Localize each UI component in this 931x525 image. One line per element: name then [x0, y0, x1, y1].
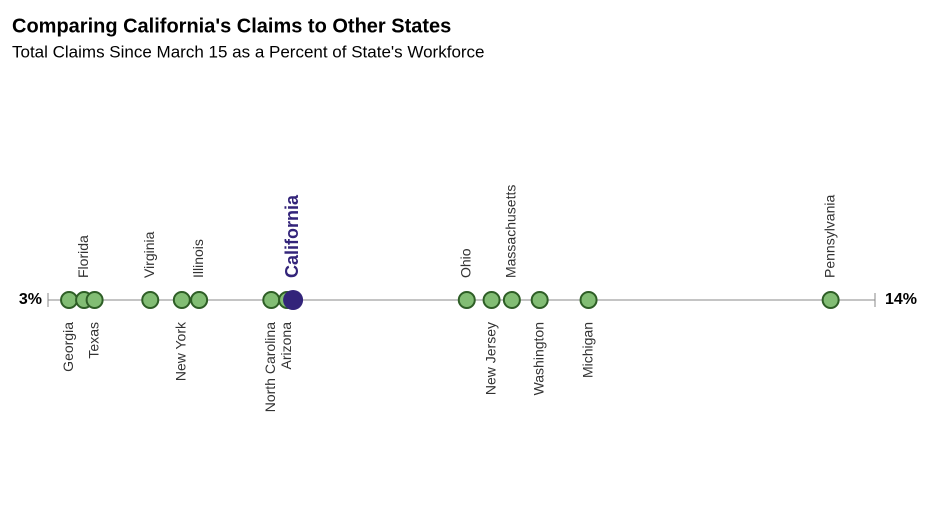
category-label: New Jersey: [482, 322, 498, 395]
chart-subtitle: Total Claims Since March 15 as a Percent…: [12, 42, 485, 61]
category-label: Ohio: [457, 248, 473, 278]
category-label: Georgia: [60, 322, 76, 372]
dot: [482, 291, 501, 309]
dot: [190, 291, 209, 309]
dot: [530, 291, 549, 309]
dot: [172, 291, 191, 309]
chart-title: Comparing California's Claims to Other S…: [12, 15, 451, 37]
category-label: Arizona: [278, 322, 294, 370]
category-label: Michigan: [579, 322, 595, 378]
category-label: Virginia: [141, 231, 157, 278]
category-label: Florida: [75, 235, 91, 278]
dot: [457, 291, 476, 309]
x-tick-label: 14%: [885, 291, 917, 308]
dot: [821, 291, 840, 309]
category-label: Pennsylvania: [821, 195, 837, 278]
category-label: Washington: [530, 322, 546, 395]
dot: [85, 291, 104, 309]
category-label: New York: [173, 321, 189, 381]
category-label: Massachusetts: [503, 185, 519, 278]
dot: [141, 291, 160, 309]
category-label: Texas: [85, 322, 101, 359]
dot: [502, 291, 521, 309]
x-tick-label: 3%: [19, 291, 42, 308]
category-label: California: [282, 194, 302, 278]
dot: [262, 291, 281, 309]
highlight-dot: [283, 290, 304, 310]
category-label: Illinois: [190, 239, 206, 278]
dot: [579, 291, 598, 309]
category-label: North Carolina: [262, 322, 278, 412]
dot: [60, 291, 79, 309]
